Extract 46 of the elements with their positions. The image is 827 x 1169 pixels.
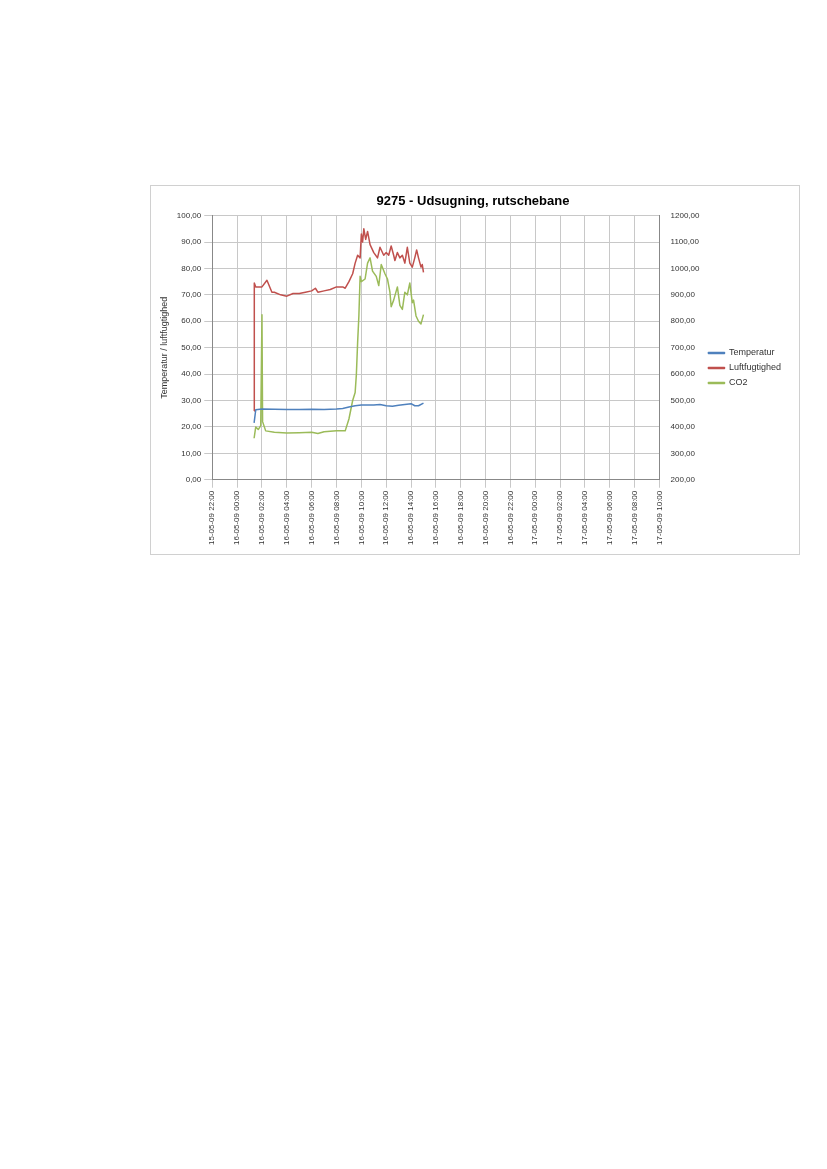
y2-tick-label: 1200,00 bbox=[670, 210, 701, 220]
x-tick-label: 16-05-09 04:00 bbox=[282, 490, 292, 545]
x-tick-label: 17-05-09 02:00 bbox=[555, 490, 565, 545]
legend-label: Luftfugtighed bbox=[728, 362, 781, 373]
x-tick-label: 17-05-09 00:00 bbox=[530, 490, 540, 545]
x-tick-label: 16-05-09 00:00 bbox=[232, 490, 242, 545]
x-tick-label: 17-05-09 08:00 bbox=[629, 490, 639, 545]
x-tick-label: 17-05-09 10:00 bbox=[654, 490, 664, 545]
y2-tick-label: 800,00 bbox=[670, 316, 696, 326]
x-tick-label: 16-05-09 08:00 bbox=[331, 490, 341, 545]
x-tick-label: 16-05-09 10:00 bbox=[356, 490, 366, 545]
y-tick-label: 30,00 bbox=[181, 395, 202, 405]
y2-tick-label: 600,00 bbox=[670, 369, 696, 379]
y-tick-label: 40,00 bbox=[181, 369, 202, 379]
y-tick-label: 90,00 bbox=[181, 237, 202, 247]
y2-tick-label: 200,00 bbox=[670, 474, 696, 484]
y2-tick-label: 700,00 bbox=[670, 342, 696, 352]
y-tick-label: 70,00 bbox=[181, 290, 202, 300]
y2-tick-label: 500,00 bbox=[670, 395, 696, 405]
legend-label: Temperatur bbox=[728, 347, 775, 358]
x-tick-label: 17-05-09 06:00 bbox=[605, 490, 615, 545]
y2-tick-label: 1000,00 bbox=[670, 263, 701, 273]
x-tick-label: 16-05-09 14:00 bbox=[406, 490, 416, 545]
y-tick-label: 20,00 bbox=[181, 422, 202, 432]
x-tick-label: 17-05-09 04:00 bbox=[580, 490, 590, 545]
y-tick-label: 0,00 bbox=[185, 474, 202, 484]
y2-tick-label: 1100,00 bbox=[670, 237, 700, 247]
x-tick-label: 15-05-09 22:00 bbox=[207, 490, 217, 545]
y2-tick-label: 900,00 bbox=[670, 290, 696, 300]
y-tick-label: 60,00 bbox=[181, 316, 202, 326]
y-tick-label: 50,00 bbox=[181, 342, 202, 352]
x-tick-label: 16-05-09 16:00 bbox=[431, 490, 441, 545]
x-tick-label: 16-05-09 18:00 bbox=[455, 490, 465, 545]
x-tick-label: 16-05-09 02:00 bbox=[257, 490, 267, 545]
x-tick-label: 16-05-09 06:00 bbox=[306, 490, 316, 545]
x-tick-label: 16-05-09 12:00 bbox=[381, 490, 391, 545]
x-tick-label: 16-05-09 22:00 bbox=[505, 490, 515, 545]
y-tick-label: 100,00 bbox=[176, 210, 202, 220]
y-tick-label: 80,00 bbox=[181, 263, 202, 273]
y2-tick-label: 400,00 bbox=[670, 422, 696, 432]
x-tick-label: 16-05-09 20:00 bbox=[480, 490, 490, 545]
y-tick-label: 10,00 bbox=[181, 448, 202, 458]
y2-tick-label: 300,00 bbox=[670, 448, 696, 458]
legend-label: CO2 bbox=[728, 377, 748, 388]
y-axis-title: Temperatur / luftfugtighed bbox=[158, 296, 169, 399]
chart-title: 9275 - Udsugning, rutschebane bbox=[376, 193, 570, 209]
